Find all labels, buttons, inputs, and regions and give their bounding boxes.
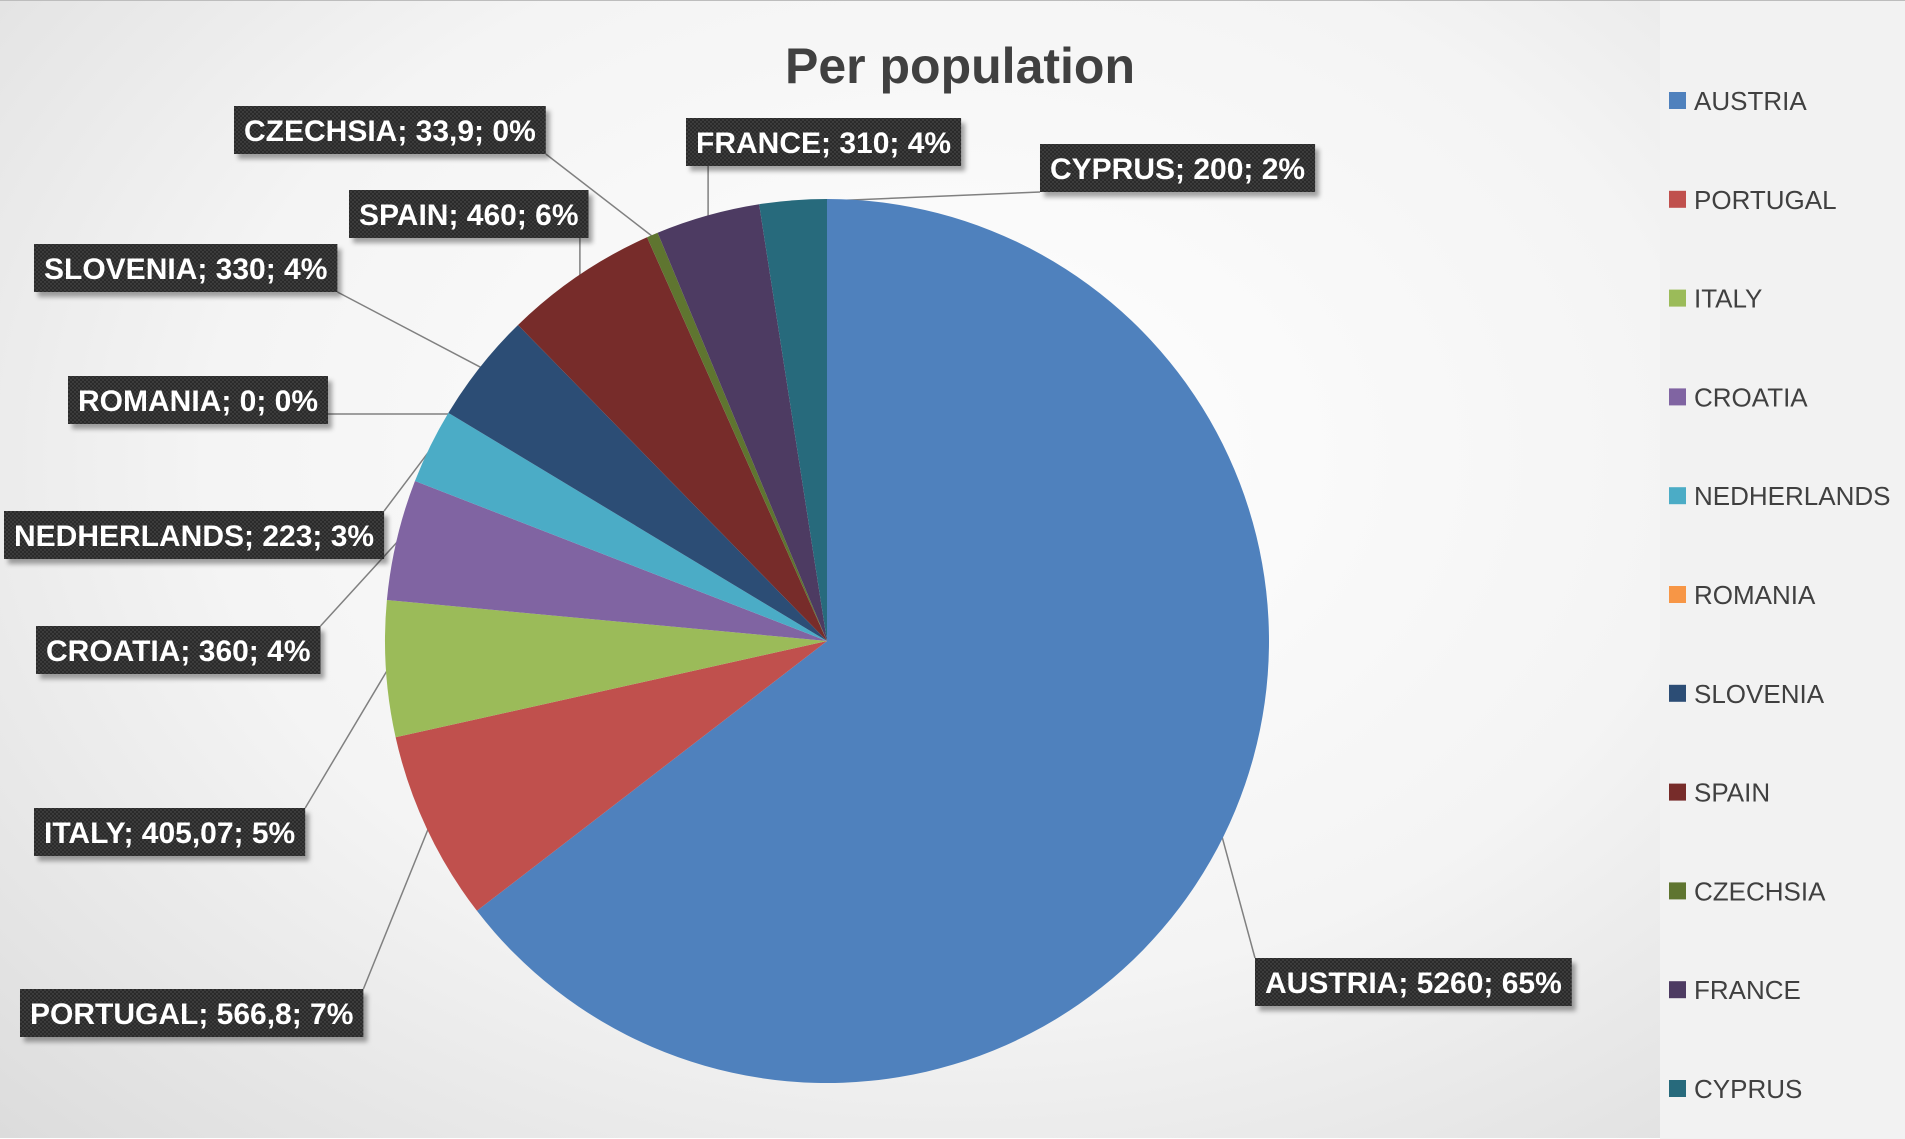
legend-label: FRANCE bbox=[1694, 975, 1801, 1005]
data-label-spain: SPAIN; 460; 6% bbox=[349, 190, 589, 238]
legend-item-slovenia: SLOVENIA bbox=[1669, 679, 1825, 709]
data-label-box bbox=[1255, 958, 1572, 1006]
legend-item-austria: AUSTRIA bbox=[1669, 86, 1807, 116]
data-label-box bbox=[34, 244, 338, 292]
slice-italy bbox=[384, 600, 827, 738]
legend-item-italy: ITALY bbox=[1669, 284, 1762, 314]
data-label-text: FRANCE; 310; 4% bbox=[696, 127, 951, 160]
data-label-text: NEDHERLANDS; 223; 3% bbox=[14, 520, 374, 553]
data-label-box bbox=[4, 511, 385, 559]
data-label-czechsia: CZECHSIA; 33,9; 0% bbox=[234, 106, 546, 154]
legend-swatch bbox=[1669, 783, 1686, 801]
data-label-slovenia: SLOVENIA; 330; 4% bbox=[34, 244, 338, 292]
legend-label: CYPRUS bbox=[1694, 1074, 1802, 1104]
legend-label: PORTUGAL bbox=[1694, 185, 1837, 215]
legend-swatch bbox=[1669, 190, 1686, 208]
legend-label: ROMANIA bbox=[1694, 580, 1816, 610]
data-label-box bbox=[1040, 144, 1316, 192]
legend-label: CROATIA bbox=[1694, 382, 1808, 412]
data-label-box bbox=[36, 626, 321, 674]
legend-item-spain: SPAIN bbox=[1669, 778, 1770, 808]
leader-line-czechsia bbox=[545, 153, 654, 238]
legend-label: AUSTRIA bbox=[1694, 86, 1807, 116]
legend-swatch bbox=[1669, 388, 1686, 406]
data-label-croatia: CROATIA; 360; 4% bbox=[36, 626, 321, 674]
legend-swatch bbox=[1669, 684, 1686, 702]
data-label-box bbox=[349, 190, 589, 238]
slice-slovenia bbox=[448, 324, 827, 641]
legend-swatch bbox=[1669, 586, 1686, 603]
slice-austria bbox=[476, 199, 1270, 1083]
data-label-portugal: PORTUGAL; 566,8; 7% bbox=[20, 989, 364, 1037]
legend-label: ITALY bbox=[1694, 284, 1762, 314]
data-label-text: CZECHSIA; 33,9; 0% bbox=[244, 115, 536, 148]
data-label-text: ROMANIA; 0; 0% bbox=[78, 385, 318, 418]
legend-item-france: FRANCE bbox=[1669, 975, 1801, 1005]
data-label-box bbox=[34, 808, 306, 856]
data-label-text: CROATIA; 360; 4% bbox=[46, 635, 311, 668]
leader-line-italy bbox=[304, 668, 389, 809]
data-label-text: SLOVENIA; 330; 4% bbox=[44, 253, 327, 286]
data-label-text: AUSTRIA; 5260; 65% bbox=[1265, 967, 1562, 1000]
data-label-text: ITALY; 405,07; 5% bbox=[44, 817, 295, 850]
legend-swatch bbox=[1669, 92, 1686, 109]
legend-label: NEDHERLANDS bbox=[1694, 481, 1891, 511]
legend-item-cyprus: CYPRUS bbox=[1669, 1074, 1802, 1104]
slice-spain bbox=[518, 237, 827, 642]
data-label-box bbox=[68, 376, 328, 424]
legend-label: SLOVENIA bbox=[1694, 679, 1825, 709]
legend-item-romania: ROMANIA bbox=[1669, 580, 1816, 610]
legend-swatch bbox=[1669, 1080, 1686, 1097]
data-label-box bbox=[234, 106, 546, 154]
legend-label: SPAIN bbox=[1694, 778, 1770, 808]
slice-france bbox=[657, 204, 827, 641]
legend: AUSTRIA PORTUGAL ITALY CROATIA NEDHERLANDS RO… bbox=[1669, 86, 1891, 1104]
chart-title: Per population bbox=[785, 38, 1135, 94]
data-label-text: PORTUGAL; 566,8; 7% bbox=[30, 998, 353, 1031]
data-label-text: CYPRUS; 200; 2% bbox=[1050, 153, 1305, 186]
legend-item-nedherlands: NEDHERLANDS bbox=[1669, 481, 1891, 511]
legend-background bbox=[1660, 1, 1905, 1139]
slice-nedherlands bbox=[414, 412, 827, 641]
data-label-austria: AUSTRIA; 5260; 65% bbox=[1255, 958, 1572, 1006]
pie-slices bbox=[384, 199, 1270, 1083]
data-label-text: SPAIN; 460; 6% bbox=[359, 199, 579, 232]
data-label-box bbox=[686, 118, 962, 166]
legend-label: CZECHSIA bbox=[1694, 876, 1826, 906]
slice-czechsia bbox=[647, 232, 827, 642]
legend-item-czechsia: CZECHSIA bbox=[1669, 876, 1826, 906]
legend-swatch bbox=[1669, 981, 1686, 999]
legend-swatch bbox=[1669, 882, 1686, 900]
slice-portugal bbox=[395, 641, 827, 911]
data-label-nedherlands: NEDHERLANDS; 223; 3% bbox=[4, 511, 385, 559]
leader-line-slovenia bbox=[337, 291, 483, 369]
leader-line-austria bbox=[1220, 834, 1256, 959]
data-label-box bbox=[20, 989, 364, 1037]
data-label-romania: ROMANIA; 0; 0% bbox=[68, 376, 328, 424]
legend-item-portugal: PORTUGAL bbox=[1669, 185, 1837, 215]
leader-line-croatia bbox=[319, 539, 400, 627]
slice-cyprus bbox=[759, 199, 827, 641]
legend-item-croatia: CROATIA bbox=[1669, 382, 1808, 412]
data-label-france: FRANCE; 310; 4% bbox=[686, 118, 962, 166]
leader-line-nedherlands bbox=[383, 446, 433, 512]
legend-swatch bbox=[1669, 289, 1686, 307]
data-label-italy: ITALY; 405,07; 5% bbox=[34, 808, 306, 856]
slice-croatia bbox=[386, 481, 827, 641]
leader-line-portugal bbox=[362, 827, 430, 990]
data-labels: AUSTRIA; 5260; 65% PORTUGAL; 566,8; 7% ITA… bbox=[4, 106, 1572, 1037]
data-label-cyprus: CYPRUS; 200; 2% bbox=[1040, 144, 1316, 192]
legend-swatch bbox=[1669, 487, 1686, 505]
